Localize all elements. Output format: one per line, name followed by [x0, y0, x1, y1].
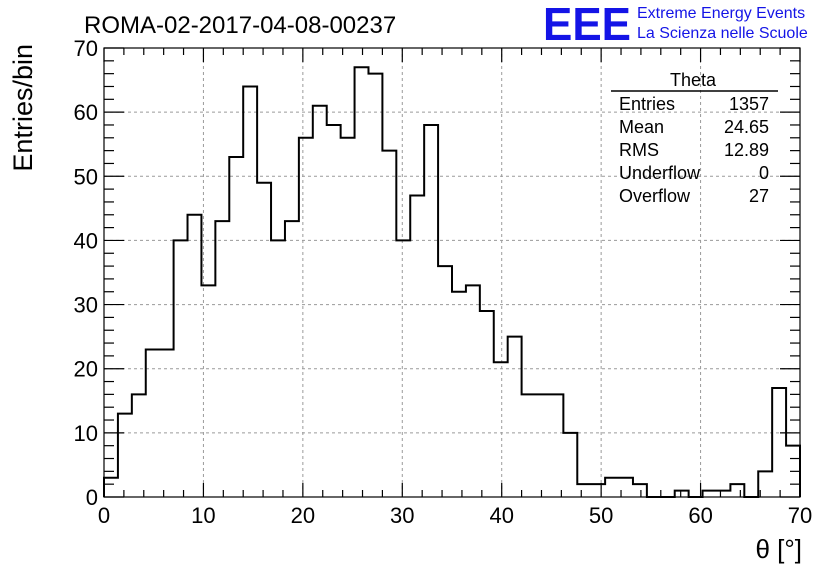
stats-row-value: 24.65: [724, 117, 769, 137]
x-tick-label: 40: [489, 503, 513, 528]
stats-row-value: 12.89: [724, 140, 769, 160]
eee-logo-line1: Extreme Energy Events: [637, 5, 805, 22]
axis-ticks: [103, 47, 801, 498]
x-tick-label: 10: [191, 503, 215, 528]
eee-logo-mark: EEE: [543, 0, 631, 50]
stats-row-label: Entries: [619, 94, 675, 114]
stats-box: Theta Entries 1357 Mean 24.65 RMS 12.89 Underf…: [611, 70, 778, 206]
y-tick-label: 50: [74, 164, 98, 189]
stats-row-value: 0: [759, 163, 769, 183]
x-axis-label: θ [°]: [755, 534, 802, 564]
y-axis-label: Entries/bin: [8, 44, 38, 172]
x-tick-labels: 0 10 20 30 40 50 60 70: [98, 503, 812, 528]
y-tick-label: 20: [74, 357, 98, 382]
y-tick-label: 30: [74, 293, 98, 318]
x-tick-label: 30: [390, 503, 414, 528]
stats-title: Theta: [670, 70, 717, 90]
eee-logo: EEE Extreme Energy Events La Scienza nel…: [543, 0, 808, 50]
y-tick-label: 60: [74, 100, 98, 125]
stats-row-label: Mean: [619, 117, 664, 137]
histogram-series: [103, 66, 801, 498]
stats-row-label: Overflow: [619, 186, 691, 206]
chart-title: ROMA-02-2017-04-08-00237: [84, 12, 396, 39]
x-tick-label: 50: [589, 503, 613, 528]
y-tick-label: 40: [74, 228, 98, 253]
y-tick-label: 10: [74, 421, 98, 446]
y-tick-labels: 0 10 20 30 40 50 60 70: [74, 36, 98, 510]
eee-logo-line2: La Scienza nelle Scuole: [637, 25, 808, 42]
x-tick-label: 70: [788, 503, 812, 528]
stats-row-label: RMS: [619, 140, 659, 160]
y-tick-label: 0: [86, 485, 98, 510]
x-tick-label: 60: [688, 503, 712, 528]
stats-row-value: 1357: [729, 94, 769, 114]
stats-rows: Entries 1357 Mean 24.65 RMS 12.89 Underflow 0 Ov…: [619, 94, 769, 206]
x-tick-label: 20: [291, 503, 315, 528]
stats-row-value: 27: [749, 186, 769, 206]
y-tick-label: 70: [74, 36, 98, 61]
stats-row-label: Underflow: [619, 163, 701, 183]
grid-lines: [104, 48, 800, 497]
plot-frame: [103, 47, 801, 498]
x-tick-label: 0: [98, 503, 110, 528]
